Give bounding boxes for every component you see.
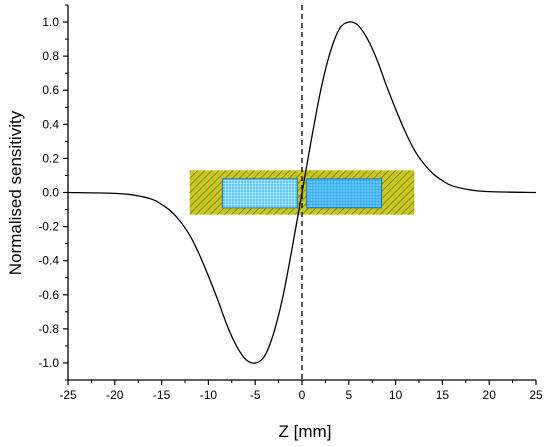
x-tick-label: 15 xyxy=(436,388,450,402)
y-axis-title: Normalised sensitivity xyxy=(6,110,25,275)
y-tick-label: 0.6 xyxy=(42,83,59,97)
y-tick-label: 0.2 xyxy=(42,151,59,165)
y-tick-label: 1.0 xyxy=(42,15,59,29)
x-axis: -25 -20 -15 -10 -5 0 5 10 15 20 25 xyxy=(59,379,543,402)
sensitivity-curve xyxy=(68,21,536,364)
y-tick-label: -0.6 xyxy=(38,288,59,302)
y-tick-label: -0.4 xyxy=(38,254,59,268)
coil-left xyxy=(221,178,298,209)
y-tick-label: -0.8 xyxy=(38,322,59,336)
coil-right xyxy=(306,178,383,209)
y-tick-label: 0.4 xyxy=(42,117,59,131)
x-tick-label: -25 xyxy=(59,388,77,402)
x-tick-label: -20 xyxy=(106,388,124,402)
x-tick-label: 10 xyxy=(389,388,403,402)
x-axis-title: Z [mm] xyxy=(279,422,332,441)
y-tick-label: 0.0 xyxy=(42,186,59,200)
x-tick-label: 5 xyxy=(345,388,352,402)
y-axis: -1.0 -0.8 -0.6 -0.4 -0.2 0.0 0.2 0.4 0.6 0.8 1.0 xyxy=(38,4,69,381)
x-tick-label: 25 xyxy=(529,388,543,402)
y-tick-label: 0.8 xyxy=(42,49,59,63)
x-tick-label: -5 xyxy=(250,388,261,402)
y-tick-label: -0.2 xyxy=(38,220,59,234)
x-tick-label: -15 xyxy=(153,388,171,402)
x-tick-label: 0 xyxy=(299,388,306,402)
x-tick-label: 20 xyxy=(483,388,497,402)
x-tick-label: -10 xyxy=(200,388,218,402)
y-tick-label: -1.0 xyxy=(38,356,59,370)
